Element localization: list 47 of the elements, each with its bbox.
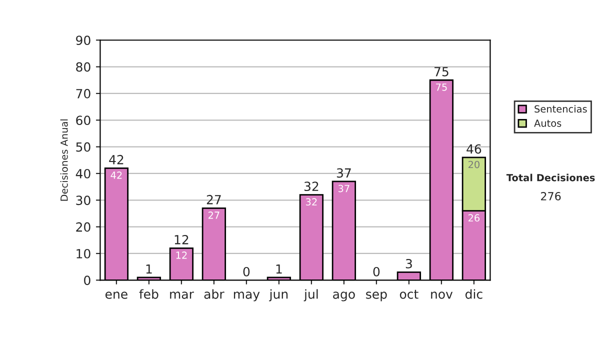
total-label: 42 — [109, 154, 124, 164]
total-label: 12 — [174, 234, 188, 244]
y-tick-label: 50 — [76, 142, 90, 152]
y-tick-label: 80 — [76, 62, 90, 72]
total-label: 0 — [373, 266, 380, 276]
y-tick-label: 90 — [76, 36, 90, 46]
x-tick-label: abr — [204, 289, 224, 299]
x-tick-label: oct — [400, 290, 418, 299]
x-tick-label: ago — [333, 292, 355, 302]
data-label: 12 — [176, 252, 187, 259]
total-label: 32 — [304, 182, 318, 192]
y-tick-label: 30 — [76, 196, 90, 206]
total-label: 3 — [406, 258, 412, 268]
data-label: 42 — [110, 172, 122, 179]
x-tick-label: feb — [139, 289, 158, 299]
data-label: 32 — [306, 198, 317, 206]
data-label: 26 — [468, 214, 480, 222]
y-tick-label: 10 — [76, 248, 90, 258]
y-tick-label: 0 — [84, 276, 90, 286]
total-label: 1 — [276, 264, 282, 274]
y-axis-title: Decisiones Anual — [60, 119, 68, 201]
y-tick-label: 70 — [76, 88, 90, 98]
x-tick-label: mar — [170, 292, 194, 299]
y-tick-label: 20 — [76, 222, 90, 232]
x-tick-label: dic — [466, 289, 482, 299]
total-label: 46 — [466, 144, 482, 154]
text: Total Decisiones — [506, 174, 595, 182]
legend-label: Sentencias — [534, 105, 587, 113]
total-label: 0 — [243, 266, 250, 276]
data-label: 75 — [436, 84, 447, 91]
total-label: 27 — [206, 194, 221, 204]
total-label: 37 — [336, 168, 351, 178]
data-label: 20 — [468, 160, 480, 168]
y-tick-label: 40 — [76, 168, 90, 178]
data-label: 27 — [208, 212, 220, 219]
total-label: 75 — [434, 67, 448, 76]
x-tick-label: ene — [105, 292, 128, 299]
total-label: 1 — [146, 264, 152, 274]
data-label: 37 — [338, 184, 350, 192]
x-tick-label: jul — [304, 289, 318, 302]
y-tick-label: 60 — [76, 116, 90, 126]
legend-label: Autos — [534, 120, 562, 127]
x-tick-label: jun — [269, 289, 288, 302]
x-tick-label: nov — [431, 292, 453, 299]
x-tick-label: sep — [366, 292, 387, 302]
x-tick-label: may — [234, 292, 260, 302]
text: 276 — [541, 192, 561, 200]
